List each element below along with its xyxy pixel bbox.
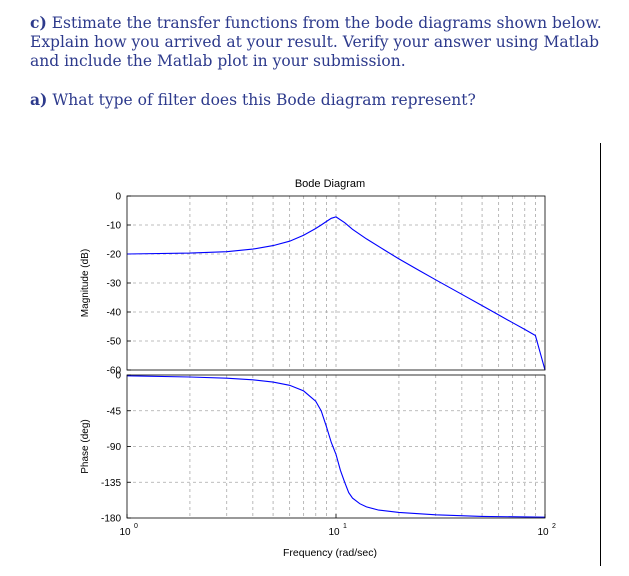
phase-ytick-label: 0 [115,371,121,382]
question-a: a) What type of filter does this Bode di… [30,90,620,110]
x-axis-label: Frequency (rad/sec) [283,547,377,559]
magnitude-ytick-label: -30 [107,279,122,290]
magnitude-axes-frame [126,195,546,371]
phase-ytick-label: -90 [107,442,122,453]
question-a-label: a) [30,90,48,109]
page-right-rule [600,143,601,566]
question-a-text: What type of filter does this Bode diagr… [52,91,476,109]
phase-axis-label: Phase (deg) [80,419,91,473]
magnitude-ytick-label: -60 [107,366,122,377]
magnitude-series-line [126,216,546,371]
x-tick-exponent: 2 [552,523,556,530]
question-c-text: Estimate the transfer functions from the… [30,14,602,70]
phase-series-line [126,375,546,518]
x-tick-label: 10 [328,527,340,538]
x-tick-label: 10 [119,527,131,538]
phase-ytick-label: -180 [101,514,121,525]
question-c-label: c) [30,13,47,32]
magnitude-axis-label: Magnitude (dB) [80,249,91,317]
chart-title: Bode Diagram [295,178,365,190]
magnitude-ytick-label: -50 [107,337,122,348]
x-tick-label: 10 [537,527,549,538]
x-tick-exponent: 0 [134,523,138,530]
magnitude-ytick-label: -10 [107,221,122,232]
magnitude-ytick-label: -20 [107,250,122,261]
phase-ytick-label: -45 [107,406,122,417]
magnitude-panel: 0 -10 -20 -30 -40 -50 -60 Magnitude (dB) [80,192,546,377]
x-tick-exponent: 1 [343,523,347,530]
phase-panel: 0 -45 -90 -135 -180 Phase (deg) [80,371,546,525]
magnitude-ytick-label: -40 [107,308,122,319]
question-c: c) Estimate the transfer functions from … [30,13,620,71]
magnitude-ytick-label: 0 [115,192,121,203]
phase-ytick-label: -135 [101,478,121,489]
